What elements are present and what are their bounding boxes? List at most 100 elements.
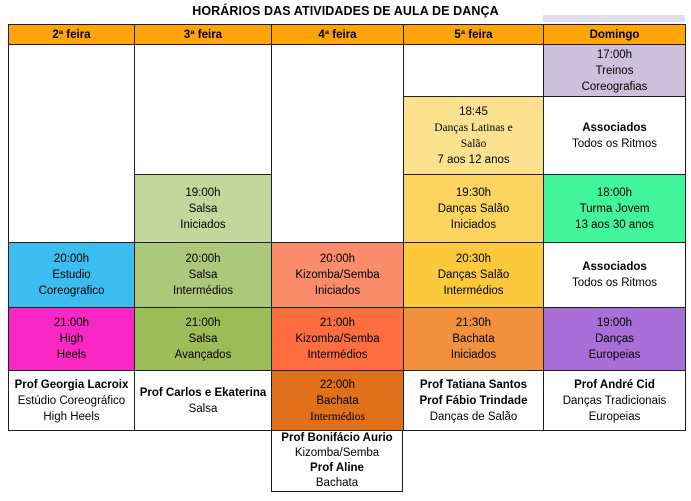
cell-text-line: Kizomba/Semba: [295, 333, 380, 345]
cell-text-line: Heels: [56, 349, 87, 361]
cell-2feira-high-heels-21h: 21:00h High Heels: [9, 308, 135, 371]
cell-text-line: Europeias: [588, 410, 641, 423]
cell-4feira-bachata-22h: 22:00h Bachata Intermédios: [272, 371, 404, 431]
cell-text-line: Bachata: [316, 394, 359, 407]
column-header-1: 2ª feira: [9, 25, 135, 45]
cell-text-line: Todos os Ritmos: [571, 277, 657, 289]
cell-text-line: Bachata: [315, 477, 359, 489]
cell-3feira-prof: Prof Carlos e Ekaterina Salsa: [135, 371, 272, 431]
cell-text-line: 21:30h: [455, 317, 492, 329]
cell-4feira-kizomba-iniciados-20h: 20:00h Kizomba/Semba Iniciados: [272, 243, 404, 308]
cell-text-line: Intermédios: [172, 285, 234, 297]
cell-2feira-empty: [9, 45, 135, 243]
cell-text-line: Prof Aline: [310, 462, 364, 474]
cell-text-line: Danças Salão: [437, 202, 510, 215]
cell-text-line: 19:30h: [455, 186, 492, 199]
cell-text-line: Europeias: [588, 349, 641, 361]
cell-text-line: Salsa: [188, 269, 218, 281]
cell-4feira-empty: [272, 45, 404, 243]
cell-domingo-associados-1: Associados Todos os Ritmos: [544, 97, 686, 175]
cell-3feira-salsa-iniciados-19h: 19:00h Salsa Iniciados: [135, 175, 272, 243]
cell-text-line: 7 aos 12 anos: [437, 153, 510, 166]
cell-text-line: Salão: [460, 137, 487, 150]
cell-text-line: 20:00h: [319, 253, 356, 265]
cell-text-line: Iniciados: [314, 285, 361, 297]
cell-text-line: 21:00h: [319, 317, 356, 329]
cell-2feira-estudio-coreografico-20h: 20:00h Estudio Coreografico: [9, 243, 135, 308]
cell-text-line: Prof Carlos e Ekaterina: [139, 386, 267, 399]
cell-text-line: Danças de Salão: [429, 410, 518, 423]
cell-text-line: Bachata: [452, 333, 495, 345]
cell-text-line: Prof André Cid: [574, 378, 655, 391]
cell-domingo-prof: Prof André Cid Danças Tradicionais Europei…: [544, 371, 686, 431]
cell-5feira-prof: Prof Tatiana Santos Prof Fábio Trindade Da…: [404, 371, 544, 431]
schedule-table: 2ª feira 3ª feira 4ª feira 5ª feira Domingo 1…: [8, 24, 686, 431]
cell-text-line: 20:00h: [53, 253, 90, 265]
cell-text-line: Iniciados: [180, 218, 226, 231]
cell-text-line: Coreografico: [38, 285, 105, 297]
domingo-top-strip: [543, 15, 685, 22]
cell-4feira-kizomba-intermedios-21h: 21:00h Kizomba/Semba Intermédios: [272, 308, 404, 371]
cell-text-line: Todos os Ritmos: [571, 137, 657, 150]
column-header-2: 3ª feira: [135, 25, 272, 45]
cell-text-line: Kizomba/Semba: [295, 269, 380, 281]
column-header-5: Domingo: [544, 25, 686, 45]
cell-text-line: Associados: [582, 121, 647, 134]
cell-text-line: Danças Tradicionais: [562, 394, 667, 407]
cell-text-line: Danças: [595, 333, 634, 345]
cell-text-line: Iniciados: [450, 218, 497, 231]
cell-text-line: High: [59, 333, 84, 345]
cell-text-line: 21:00h: [185, 317, 221, 329]
cell-text-line: Salsa: [188, 402, 218, 415]
cell-text-line: 17:00h: [596, 48, 633, 61]
cell-3feira-salsa-intermedios-20h: 20:00h Salsa Intermédios: [135, 243, 272, 308]
cell-text-line: 18:45: [459, 105, 488, 118]
cell-domingo-associados-2: Associados Todos os Ritmos: [544, 243, 686, 308]
cell-text-line: Iniciados: [450, 349, 497, 361]
column-header-4: 5ª feira: [404, 25, 544, 45]
cell-text-line: 19:00h: [185, 186, 221, 199]
cell-text-line: Avançados: [174, 349, 232, 361]
cell-text-line: Estudio: [52, 269, 91, 281]
cell-5feira-empty: [404, 45, 544, 97]
cell-text-line: 21:00h: [53, 317, 90, 329]
column-header-3: 4ª feira: [272, 25, 404, 45]
cell-text-line: Danças Salão: [437, 269, 510, 281]
cell-text-line: Intermédios: [310, 410, 365, 423]
cell-5feira-dancas-salao-intermedios-2030: 20:30h Danças Salão Intermédios: [404, 243, 544, 308]
cell-text-line: 13 aos 30 anos: [575, 218, 654, 231]
cell-text-line: 18:00h: [596, 186, 633, 199]
cell-text-line: Coreografias: [581, 80, 648, 93]
cell-domingo-dancas-europeias-19h: 19:00h Danças Europeias: [544, 308, 686, 371]
cell-text-line: Salsa: [188, 202, 218, 215]
cell-text-line: 19:00h: [596, 317, 633, 329]
cell-4feira-prof: Prof Bonifácio Aurio Kizomba/Semba Prof Al…: [271, 430, 403, 492]
cell-domingo-treinos-17h: 17:00h Treinos Coreografias: [544, 45, 686, 97]
cell-text-line: Intermédios: [307, 349, 368, 361]
cell-text-line: Associados: [582, 261, 647, 273]
cell-text-line: Intermédios: [443, 285, 504, 297]
cell-text-line: Estúdio Coreográfico: [17, 394, 126, 407]
cell-5feira-dancas-latinas-1845: 18:45 Danças Latinas e Salão 7 aos 12 anos: [404, 97, 544, 175]
cell-2feira-prof: Prof Georgia Lacroix Estúdio Coreográfico…: [9, 371, 135, 431]
cell-5feira-dancas-salao-iniciados-1930: 19:30h Danças Salão Iniciados: [404, 175, 544, 243]
cell-3feira-empty: [135, 45, 272, 175]
page-title: HORÁRIOS DAS ATIVIDADES DE AULA DE DANÇA: [192, 4, 499, 18]
cell-text-line: 20:00h: [185, 253, 221, 265]
cell-text-line: Prof Fábio Trindade: [419, 394, 528, 407]
cell-text-line: Kizomba/Semba: [294, 447, 380, 459]
cell-domingo-turma-jovem-18h: 18:00h Turma Jovem 13 aos 30 anos: [544, 175, 686, 243]
cell-text-line: 20:30h: [455, 253, 492, 265]
cell-text-line: Treinos: [595, 64, 634, 77]
cell-text-line: Prof Georgia Lacroix: [14, 378, 129, 391]
cell-text-line: Prof Tatiana Santos: [419, 378, 528, 391]
cell-text-line: High Heels: [43, 410, 100, 423]
cell-5feira-bachata-iniciados-2130: 21:30h Bachata Iniciados: [404, 308, 544, 371]
cell-3feira-salsa-avancados-21h: 21:00h Salsa Avançados: [135, 308, 272, 371]
cell-text-line: Prof Bonifácio Aurio: [281, 432, 393, 444]
cell-text-line: Salsa: [188, 333, 218, 345]
cell-text-line: Danças Latinas e: [434, 121, 513, 134]
cell-text-line: Turma Jovem: [579, 202, 650, 215]
cell-text-line: 22:00h: [319, 378, 356, 391]
